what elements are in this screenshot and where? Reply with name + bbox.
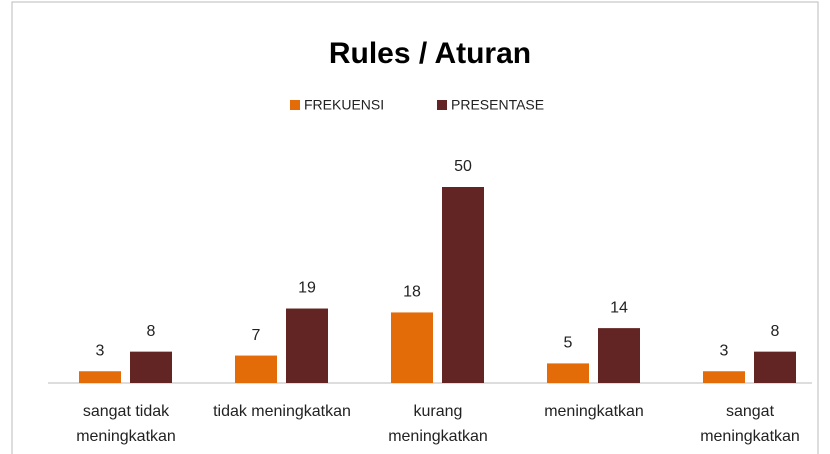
data-label: 3 <box>96 342 105 359</box>
data-label: 5 <box>564 335 573 352</box>
bar <box>547 363 589 383</box>
data-label: 50 <box>454 158 472 175</box>
bar <box>130 351 172 383</box>
bar <box>442 187 484 383</box>
x-tick-label: meningkatkan <box>544 403 644 420</box>
data-label: 14 <box>610 299 628 316</box>
legend-swatch <box>437 100 447 110</box>
data-label: 8 <box>771 323 780 340</box>
data-label: 19 <box>298 280 316 297</box>
x-tick-label: tidak meningkatkan <box>213 403 351 420</box>
bar <box>598 328 640 383</box>
bar <box>754 351 796 383</box>
data-label: 8 <box>147 323 156 340</box>
bar <box>286 308 328 383</box>
legend-label: PRESENTASE <box>451 97 544 113</box>
legend-label: FREKUENSI <box>304 97 384 113</box>
bar <box>235 355 277 383</box>
bar <box>703 371 745 383</box>
chart-frame <box>11 1 819 454</box>
bar <box>391 312 433 383</box>
x-tick-label: kurang meningkatkan <box>388 403 488 445</box>
x-tick-label: sangat tidak meningkatkan <box>76 403 176 445</box>
data-label: 3 <box>720 342 729 359</box>
bar <box>79 371 121 383</box>
legend-swatch <box>290 100 300 110</box>
data-label: 7 <box>252 327 261 344</box>
chart-title: Rules / Aturan <box>329 37 531 70</box>
data-label: 18 <box>403 284 421 301</box>
x-tick-label: sangat meningkatkan <box>700 403 800 445</box>
